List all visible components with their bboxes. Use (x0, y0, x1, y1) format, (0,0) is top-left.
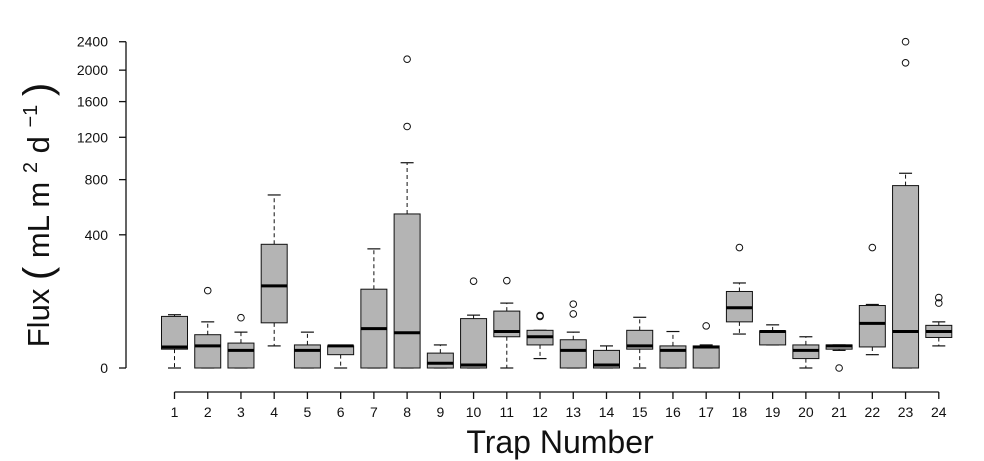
x-tick-label: 21 (831, 404, 847, 420)
outlier-point (403, 122, 411, 131)
y-tick-label: 1600 (77, 94, 108, 110)
outlier-point (835, 364, 843, 372)
box-iqr (426, 352, 454, 369)
x-tick-label: 22 (865, 404, 881, 420)
outlier-point (403, 55, 411, 63)
box-trap-15 (626, 316, 654, 369)
x-tick-label: 10 (466, 404, 482, 420)
outlier-point (934, 293, 943, 302)
x-tick-label: 7 (370, 404, 378, 420)
box-trap-23 (892, 37, 920, 369)
box-trap-9 (426, 344, 454, 369)
y-axis-title-unit2: d (21, 136, 56, 153)
outlier-point (237, 313, 245, 322)
x-tick-label: 24 (931, 404, 947, 420)
box-iqr (260, 243, 288, 324)
box-trap-20 (792, 336, 820, 369)
box-trap-11 (493, 276, 521, 369)
x-tick-label: 12 (532, 404, 548, 420)
box-trap-18 (725, 243, 753, 335)
x-tick-label: 5 (304, 404, 312, 420)
box-trap-14 (592, 345, 620, 369)
box-iqr (161, 315, 188, 350)
outlier-point (536, 312, 544, 321)
box-iqr (194, 334, 222, 369)
box-trap-13 (559, 300, 587, 369)
box-iqr (227, 342, 255, 369)
x-tick-label: 1 (171, 404, 179, 420)
box-trap-3 (227, 313, 255, 369)
box-trap-2 (194, 286, 222, 369)
box-trap-7 (360, 248, 388, 369)
x-tick-label: 14 (599, 404, 615, 420)
outlier-point (702, 322, 710, 330)
outlier-point (469, 277, 478, 285)
box-iqr (692, 345, 720, 369)
y-tick-label: 2000 (77, 62, 108, 78)
y-tick-label: 400 (85, 227, 109, 243)
y-tick-label: 1200 (77, 129, 108, 145)
box-iqr (892, 185, 920, 369)
x-tick-label: 15 (632, 404, 648, 420)
box-trap-21 (825, 344, 853, 372)
x-tick-label: 6 (337, 404, 345, 420)
x-tick-label: 17 (698, 404, 714, 420)
x-tick-label: 9 (436, 404, 444, 420)
y-tick-label: 800 (85, 172, 109, 188)
x-tick-label: 2 (204, 404, 212, 420)
outlier-point (569, 310, 578, 318)
box-iqr (858, 305, 886, 348)
x-tick-label: 16 (665, 404, 681, 420)
y-axis-title-sup1: 2 (20, 162, 42, 173)
y-axis-title: Flux ( mL m 2 d −1 ) (9, 83, 60, 348)
x-tick-label: 23 (898, 404, 914, 420)
x-tick-label: 3 (237, 404, 245, 420)
y-axis-title-open-paren: ( (16, 266, 60, 280)
x-tick-label: 4 (270, 404, 278, 420)
box-trap-17 (692, 322, 720, 369)
y-axis: 0 400 800 1200 1600 2000 2400 (77, 34, 127, 376)
box-trap-5 (293, 331, 321, 369)
outlier-point (934, 299, 943, 307)
x-axis-title: Trap Number (466, 424, 654, 460)
x-tick-label: 19 (765, 404, 781, 420)
y-axis-title-sup2: −1 (20, 105, 42, 128)
x-tick-label: 13 (565, 404, 581, 420)
box-trap-19 (759, 324, 787, 346)
y-axis-title-unit1: mL m (21, 182, 56, 258)
x-tick-label: 18 (732, 404, 748, 420)
y-axis-title-close-paren: ) (16, 83, 60, 96)
box-trap-12 (526, 311, 554, 360)
box-trap-4 (260, 194, 288, 347)
box-iqr (393, 213, 421, 369)
x-axis: 1 2 3 4 5 6 7 8 9 10 11 12 13 14 15 16 17 18 19 20 21 22 23 24 (171, 391, 947, 420)
box-trap-6 (327, 344, 355, 369)
box-iqr (293, 344, 321, 369)
box-trap-8 (393, 55, 421, 369)
outlier-point (203, 286, 212, 295)
outlier-point (868, 243, 877, 252)
outlier-point (901, 59, 910, 67)
x-tick-label: 11 (500, 404, 515, 420)
box-trap-16 (659, 330, 687, 369)
box-trap-22 (858, 243, 886, 356)
outlier-point (901, 37, 910, 46)
outlier-point (503, 276, 511, 285)
outlier-point (569, 300, 578, 308)
box-iqr (559, 339, 587, 369)
outlier-point (735, 243, 744, 252)
y-tick-label: 2400 (77, 34, 108, 50)
box-trap-24 (925, 293, 953, 347)
x-tick-label: 20 (798, 404, 814, 420)
box-trap-1 (161, 314, 188, 369)
box-trap-10 (460, 277, 488, 369)
box-series (161, 37, 953, 372)
y-axis-title-base: Flux (21, 280, 56, 347)
y-tick-label: 0 (100, 360, 108, 376)
box-iqr (460, 318, 488, 369)
x-tick-label: 8 (403, 404, 411, 420)
